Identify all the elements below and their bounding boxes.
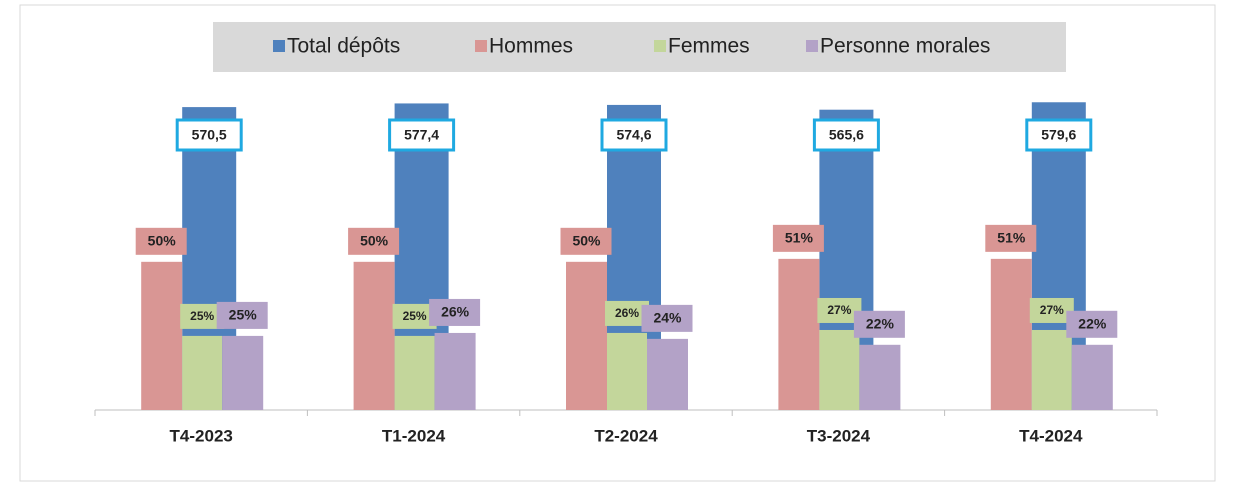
value-label-box [560,227,612,255]
value-label-box [641,304,693,332]
value-label: 51% [785,230,814,246]
value-label: 27% [827,303,851,317]
x-tick-label: T1-2024 [382,426,446,445]
value-label: 51% [997,230,1026,246]
bar [566,261,607,410]
bar [819,329,860,410]
bar [222,335,264,410]
bar [778,258,820,410]
value-label: 565,6 [829,127,864,143]
x-tick-label: T4-2023 [170,426,233,445]
value-label: 574,6 [616,127,651,143]
value-label-box [216,301,268,329]
legend-label: Personne morales [820,35,990,58]
bar [434,332,476,410]
bar [394,335,435,410]
value-label-box [348,227,400,255]
x-tick-label: T2-2024 [594,426,658,445]
value-label-box [812,118,880,152]
value-label: 50% [148,233,177,249]
value-label: 22% [1078,316,1107,332]
value-label: 579,6 [1041,127,1076,143]
bar [647,338,688,410]
legend-swatch [806,40,818,52]
value-label-box [1066,310,1118,338]
value-label-box [985,224,1037,252]
value-label: 27% [1040,303,1064,317]
legend-swatch [273,40,285,52]
value-label-box [1025,118,1093,152]
value-label: 22% [866,316,895,332]
legend-swatch [654,40,666,52]
bar [990,258,1032,410]
value-label-box [388,118,456,152]
bar [607,332,647,410]
value-label-box [429,298,481,326]
legend-label: Femmes [668,35,750,58]
legend-label: Total dépôts [287,35,400,58]
bar [141,261,183,410]
bar [182,335,223,410]
bar [1031,329,1072,410]
value-label-box [772,224,824,252]
value-label: 50% [572,233,601,249]
value-label: 24% [653,310,682,326]
bar [1071,344,1113,410]
value-label-box [853,310,905,338]
value-label: 25% [229,307,258,323]
bar [353,261,395,410]
value-label: 26% [615,306,639,320]
value-label-box [175,118,243,152]
value-label: 50% [360,233,389,249]
value-label-box [135,227,187,255]
value-label: 25% [403,309,427,323]
legend-swatch [475,40,487,52]
bar [859,344,901,410]
value-label: 570,5 [192,127,227,143]
legend-box [213,22,1066,72]
x-tick-label: T3-2024 [807,426,871,445]
x-tick-label: T4-2024 [1019,426,1083,445]
legend-label: Hommes [489,35,573,58]
value-label-box [600,118,668,152]
value-label: 25% [190,309,214,323]
value-label: 577,4 [404,127,439,143]
value-label: 26% [441,304,470,320]
